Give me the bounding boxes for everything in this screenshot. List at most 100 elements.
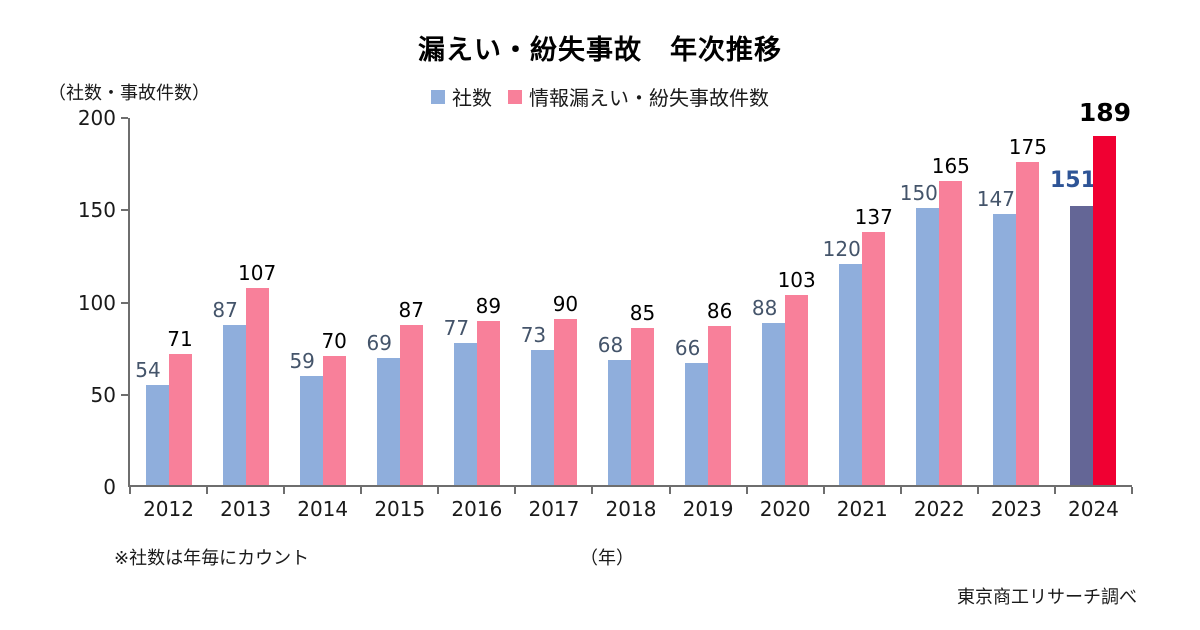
x-axis-tick — [283, 487, 286, 494]
incident-bar: 103 — [778, 270, 816, 485]
y-axis-tick-label: 100 — [77, 290, 116, 315]
company-bar: 59 — [289, 351, 323, 485]
x-axis-tick — [822, 487, 825, 494]
legend-item-companies: 社数 — [431, 82, 492, 111]
category-group: 77 89 — [438, 118, 515, 485]
legend-item-incidents: 情報漏えい・紛失事故件数 — [508, 82, 769, 111]
category-group: 54 71 — [130, 118, 207, 485]
incident-series-swatch-icon — [508, 89, 522, 104]
company-value-label: 88 — [751, 295, 778, 320]
x-axis-tick — [129, 487, 131, 494]
company-bar: 88 — [752, 298, 786, 485]
category-group: 151 189 — [1050, 100, 1132, 485]
x-axis-tick — [514, 487, 517, 494]
incident-value-label: 71 — [167, 327, 193, 352]
company-value-label: 147 — [976, 186, 1015, 211]
incident-value-label: 189 — [1078, 98, 1132, 128]
x-axis-unit-label: （年） — [580, 548, 634, 569]
x-axis-year-label: 2013 — [220, 497, 272, 521]
company-bar: 69 — [367, 333, 400, 485]
x-axis-tick — [1131, 487, 1133, 494]
x-axis-tick — [899, 487, 902, 494]
incident-bar: 90 — [553, 294, 578, 485]
company-value-label: 77 — [443, 315, 470, 340]
company-value-label: 120 — [822, 236, 861, 261]
category-group: 147 175 — [976, 118, 1055, 485]
incident-value-label: 90 — [552, 291, 579, 316]
company-bar: 151 — [1050, 170, 1096, 485]
y-axis-tick-label: 150 — [77, 198, 116, 223]
x-axis-tick — [668, 487, 671, 494]
company-bar: 73 — [521, 325, 554, 485]
incident-bar: 107 — [238, 263, 276, 485]
x-axis-year-label: 2018 — [605, 497, 657, 521]
company-value-label: 54 — [135, 358, 161, 383]
x-axis-year-label: 2021 — [836, 497, 888, 521]
y-axis-unit-label: （社数・事故件数） — [48, 83, 210, 104]
category-group: 88 103 — [747, 118, 824, 485]
incident-value-label: 70 — [321, 328, 347, 353]
footnote: ※社数は年毎にカウント — [114, 548, 310, 569]
category-group: 87 107 — [207, 118, 284, 485]
x-axis-tick — [591, 487, 594, 494]
legend-label-incidents: 情報漏えい・紛失事故件数 — [529, 86, 769, 110]
y-axis-tick-label: 200 — [77, 106, 116, 130]
x-axis-tick — [437, 487, 440, 494]
x-axis-tick — [745, 487, 748, 494]
category-group: 66 86 — [670, 118, 747, 485]
company-value-label: 66 — [674, 336, 701, 361]
category-group: 120 137 — [823, 118, 901, 485]
company-value-label: 150 — [899, 181, 938, 206]
company-bar: 77 — [444, 318, 477, 485]
x-axis-year-label: 2022 — [913, 497, 965, 521]
bars-container: 54 71 87 107 59 70 69 87 77 89 73 90 68 85 66 86 88 103 12… — [130, 100, 1132, 485]
y-axis-tick — [121, 393, 128, 396]
y-axis-tick — [121, 209, 128, 212]
incident-value-label: 165 — [931, 153, 970, 178]
incident-bar: 87 — [399, 300, 424, 485]
incident-bar: 189 — [1079, 100, 1131, 485]
incident-value-label: 85 — [629, 301, 656, 326]
y-axis-tick-label: 50 — [90, 382, 116, 407]
legend: 社数 情報漏えい・紛失事故件数 — [0, 82, 1200, 111]
incident-bar: 85 — [630, 303, 655, 485]
company-bar: 54 — [135, 360, 169, 485]
company-value-label: 73 — [520, 323, 547, 348]
incident-value-label: 86 — [706, 299, 733, 324]
x-axis-tick — [1053, 487, 1056, 494]
x-axis-year-label: 2020 — [759, 497, 811, 521]
incident-bar: 175 — [1009, 137, 1047, 485]
plot-area: 0 50 100 150 200 54 71 87 107 59 70 69 87 77 89 73 90 68 8… — [78, 100, 1133, 521]
x-axis-year-label: 2016 — [451, 497, 503, 521]
y-axis-tick-label: 0 — [103, 475, 116, 499]
incident-bar: 70 — [321, 331, 347, 485]
category-group: 73 90 — [515, 118, 592, 485]
x-axis-tick — [206, 487, 209, 494]
category-group: 150 165 — [900, 118, 978, 485]
incident-value-label: 107 — [238, 260, 277, 285]
incident-bar: 137 — [855, 207, 893, 485]
company-value-label: 68 — [597, 332, 624, 357]
y-axis-tick — [121, 117, 128, 119]
source-credit: 東京商工リサーチ調べ — [957, 587, 1137, 608]
x-axis-tick — [360, 487, 363, 494]
company-value-label: 59 — [289, 349, 315, 374]
company-bar: 120 — [823, 239, 863, 485]
company-value-label: 69 — [366, 330, 392, 355]
x-axis-year-label: 2023 — [990, 497, 1042, 521]
company-value-label: 87 — [212, 297, 238, 322]
company-bar: 150 — [900, 183, 940, 485]
incident-bar: 165 — [932, 156, 970, 485]
company-bar: 68 — [598, 335, 631, 485]
incident-bar: 86 — [707, 301, 732, 485]
incident-value-label: 87 — [398, 297, 424, 322]
incident-bar: 71 — [167, 329, 193, 485]
x-axis-year-label: 2024 — [1068, 497, 1119, 521]
incident-bar: 89 — [476, 296, 501, 485]
chart-title: 漏えい・紛失事故 年次推移 — [418, 35, 782, 66]
category-group: 68 85 — [592, 118, 669, 485]
incident-value-label: 89 — [475, 293, 502, 318]
category-group: 59 70 — [284, 118, 361, 485]
legend-label-companies: 社数 — [452, 86, 492, 110]
